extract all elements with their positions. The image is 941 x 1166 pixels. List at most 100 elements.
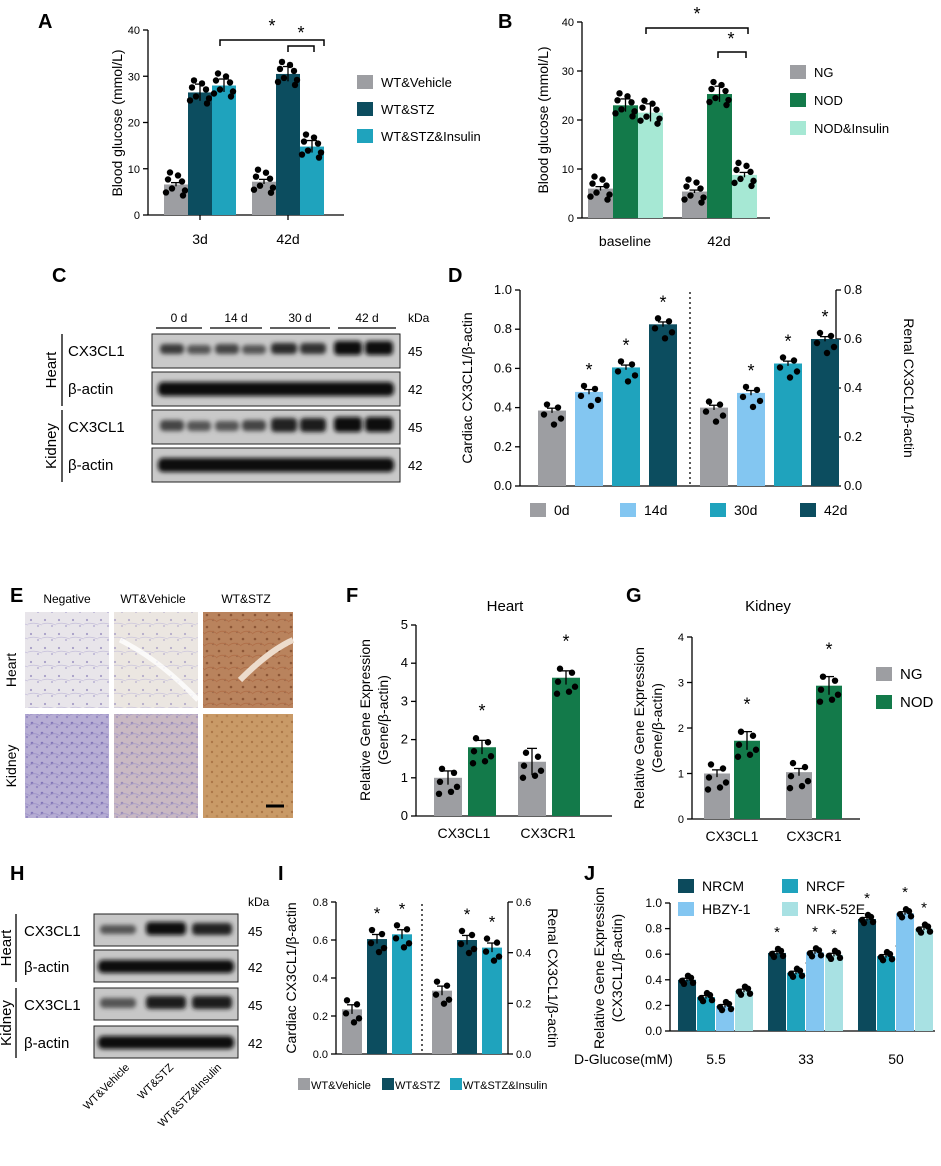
i-y-axis-left-tick-label: 0.6 xyxy=(313,935,328,947)
a-legend-label: WT&Vehicle xyxy=(381,75,452,90)
i-data-point xyxy=(445,996,453,1003)
a-data-point xyxy=(278,58,286,66)
f-data-point xyxy=(438,765,446,772)
i-y-axis-right-tick-label: 0.4 xyxy=(516,948,531,960)
j-data-point xyxy=(808,953,816,960)
d-data-point xyxy=(816,329,824,337)
f-data-point xyxy=(571,683,579,690)
i-data-point xyxy=(468,931,476,939)
f-y-axis-tick-label: 4 xyxy=(401,655,408,670)
blot-c-row-label: CX3CL1 xyxy=(68,419,125,436)
i-data-point xyxy=(403,926,411,933)
i-y-axis-title-left: Cardiac CX3CL1/β-actin xyxy=(283,902,299,1053)
a-data-point xyxy=(222,73,230,80)
b-data-point xyxy=(750,177,757,185)
a-data-point xyxy=(310,134,318,141)
blot-c-kda-label: kDa xyxy=(408,311,430,325)
i-legend-label: WT&STZ&Insulin xyxy=(463,1080,547,1092)
i-data-point xyxy=(380,944,388,952)
d-data-point xyxy=(591,385,599,393)
b-data-point xyxy=(693,179,700,186)
i-data-point xyxy=(440,1000,448,1007)
b-data-point xyxy=(624,93,631,100)
panel-label-f: F xyxy=(346,585,358,607)
j-y-axis-title: (CX3CL1/β-actin) xyxy=(609,914,625,1022)
a-data-point xyxy=(267,189,275,196)
d-data-point xyxy=(631,372,639,379)
g-sig-star: * xyxy=(825,640,832,660)
b-data-point xyxy=(649,100,656,107)
f-data-point xyxy=(453,783,461,790)
a-data-point xyxy=(315,154,323,161)
j-x-tick-label: 5.5 xyxy=(706,1051,726,1067)
g-data-point xyxy=(735,741,743,748)
blot-h-row-label: CX3CL1 xyxy=(24,923,81,940)
g-sig-star: * xyxy=(743,695,750,715)
j-data-point xyxy=(770,953,778,961)
a-data-point xyxy=(252,173,260,180)
i-y-axis-right-tick-label: 0.0 xyxy=(516,1049,531,1061)
b-data-point xyxy=(637,117,644,124)
d-sig-star: * xyxy=(821,307,828,327)
d-data-point xyxy=(654,315,662,322)
a-legend-swatch xyxy=(357,75,373,89)
blot-h-lane-label: WT&STZ xyxy=(136,1061,177,1102)
blot-c-tissue-label: Kidney xyxy=(43,423,60,469)
a-y-axis-tick-label: 20 xyxy=(128,118,140,130)
d-data-point xyxy=(661,335,669,342)
j-data-point xyxy=(831,947,839,955)
a-y-axis-tick-label: 0 xyxy=(134,210,140,222)
d-data-point xyxy=(756,397,764,405)
g-data-point xyxy=(737,728,745,735)
d-sig-star: * xyxy=(784,332,791,352)
j-y-axis-tick-label: 1.0 xyxy=(645,896,662,910)
a-data-point xyxy=(290,67,298,75)
b-data-point xyxy=(710,78,717,86)
d-y-axis-left-tick-label: 0.6 xyxy=(494,360,512,375)
j-data-point xyxy=(902,906,910,913)
a-data-point xyxy=(298,151,306,158)
b-data-point xyxy=(612,110,619,117)
i-data-point xyxy=(495,953,503,960)
i-bar xyxy=(392,934,412,1054)
a-data-point xyxy=(256,182,264,189)
d-data-point xyxy=(617,358,625,365)
b-data-point xyxy=(747,168,754,176)
blot-h-tissue-label: Heart xyxy=(0,929,15,967)
b-data-point xyxy=(614,97,621,104)
j-data-point xyxy=(798,972,806,979)
b-data-point xyxy=(743,162,750,170)
b-legend-swatch xyxy=(790,121,806,135)
b-data-point xyxy=(700,194,707,201)
blot-h-size-label: 42 xyxy=(248,1036,262,1051)
d-legend-label: 14d xyxy=(644,502,667,518)
a-data-point xyxy=(203,100,211,107)
j-data-point xyxy=(727,1005,735,1013)
j-data-point xyxy=(869,918,877,926)
b-data-point xyxy=(631,108,638,115)
panel-label-j: J xyxy=(584,863,595,885)
f-sig-star: * xyxy=(562,632,569,652)
j-bar xyxy=(735,990,753,1031)
j-data-point xyxy=(746,990,754,997)
g-legend-swatch xyxy=(876,695,892,709)
j-legend-swatch xyxy=(678,879,694,893)
a-data-point xyxy=(286,61,294,69)
a-legend-label: WT&STZ&Insulin xyxy=(381,129,481,144)
g-data-point xyxy=(704,786,712,793)
a-data-point xyxy=(317,149,325,156)
blot-c-time-label: 30 d xyxy=(288,311,311,325)
b-sig-bracket xyxy=(717,51,747,58)
d-data-point xyxy=(793,368,801,375)
j-y-axis-title: Relative Gene Expression xyxy=(591,887,607,1049)
d-data-point xyxy=(624,378,632,385)
f-bar xyxy=(552,677,580,816)
j-data-point xyxy=(817,952,825,959)
f-data-point xyxy=(537,767,545,774)
i-data-point xyxy=(375,948,383,956)
b-data-point xyxy=(616,90,623,97)
j-data-point xyxy=(680,980,688,987)
d-data-point xyxy=(739,393,747,401)
d-legend-swatch xyxy=(710,503,726,517)
j-y-axis-tick-label: 0.8 xyxy=(645,922,662,936)
